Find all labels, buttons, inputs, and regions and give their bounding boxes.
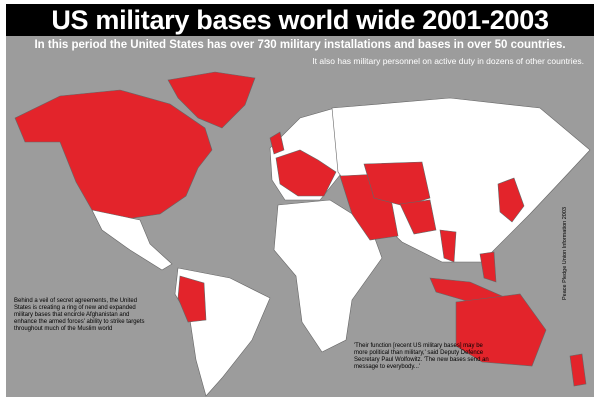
uk <box>269 131 285 155</box>
subtitle-2: It also has military personnel on active… <box>312 56 584 66</box>
title: US military bases world wide 2001-2003 <box>6 4 594 36</box>
philippines <box>479 251 497 283</box>
north-america <box>14 89 213 221</box>
left-annotation: Behind a veil of secret agreements, the … <box>14 298 145 332</box>
europe-bases <box>275 149 337 197</box>
continents <box>14 71 591 397</box>
subtitle: In this period the United States has ove… <box>34 39 566 51</box>
bottom-annotation: 'Their function [recent US military base… <box>354 343 489 370</box>
greenland <box>167 71 256 129</box>
credit: Peace Pledge Union Information 2003 <box>562 207 568 300</box>
new-zealand <box>569 353 587 387</box>
afghanistan-pakistan <box>399 199 437 235</box>
central-america <box>91 209 173 271</box>
korea-japan <box>497 177 525 223</box>
andean-bases <box>177 275 207 323</box>
thailand <box>439 229 457 263</box>
australia <box>455 293 547 367</box>
